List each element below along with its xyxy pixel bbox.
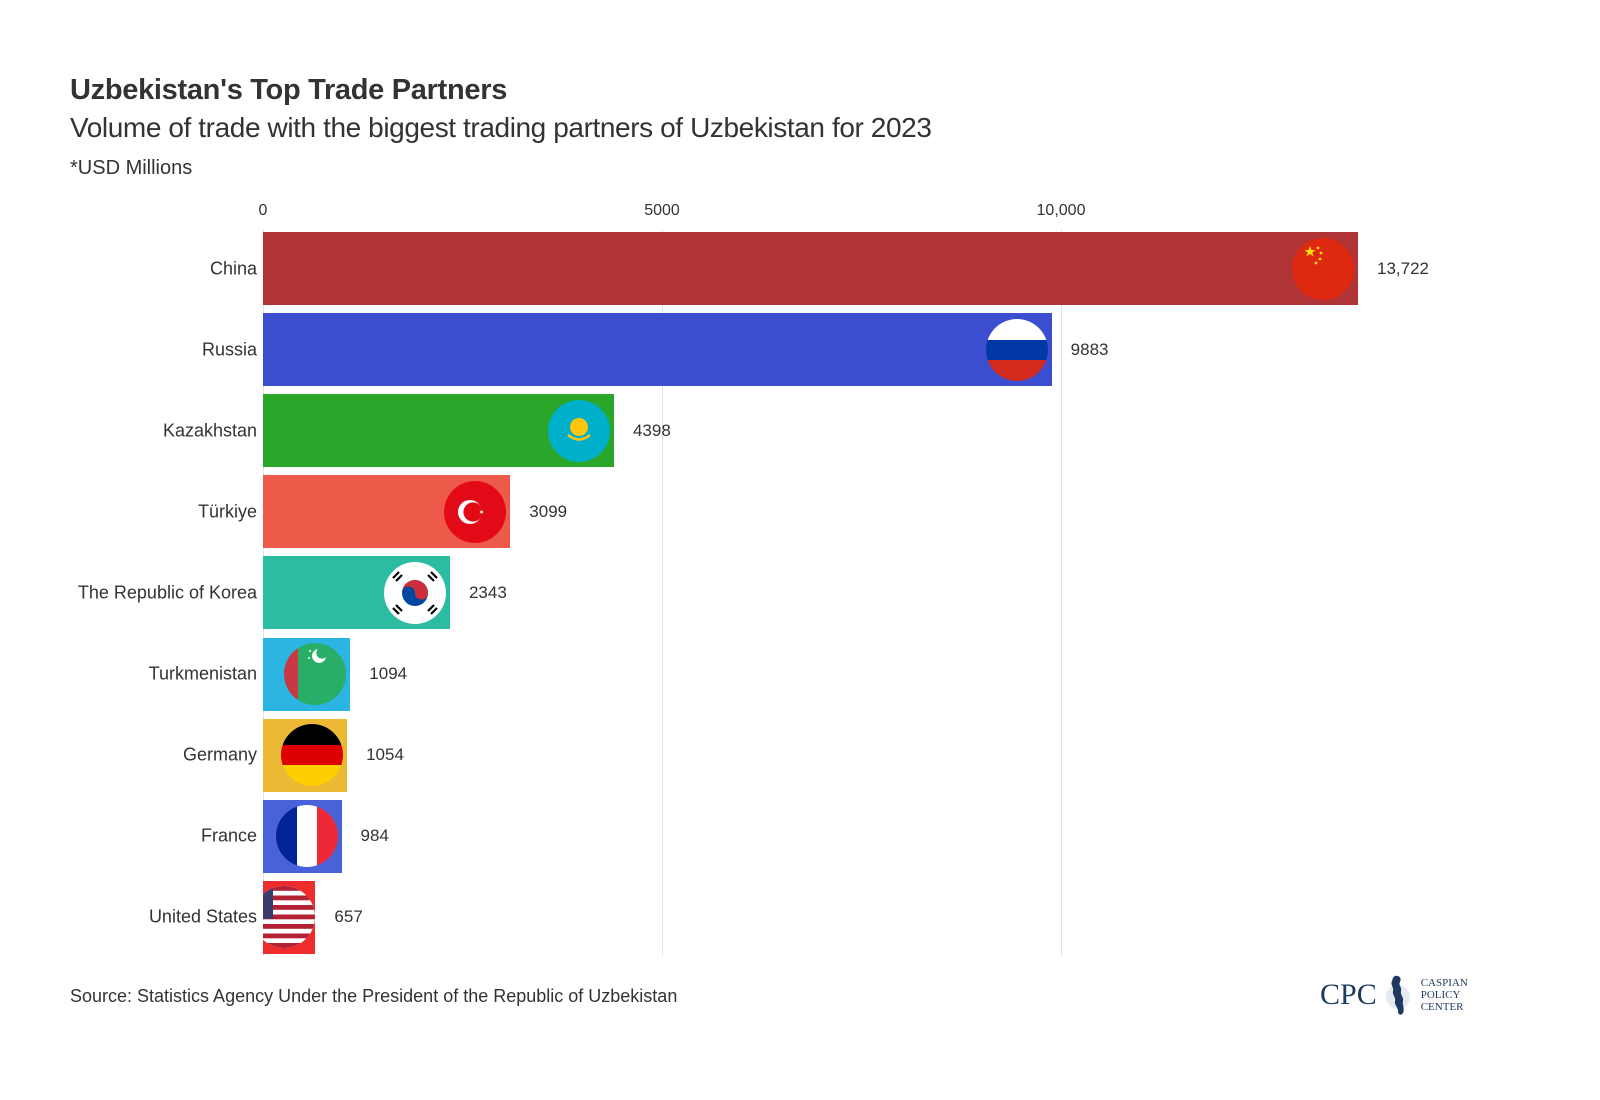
x-tick-label: 10,000: [1036, 202, 1086, 219]
bar: [263, 799, 342, 873]
russia-flag-icon: [985, 318, 1048, 381]
category-label: Germany: [182, 744, 257, 765]
bar: [263, 880, 316, 954]
value-label: 1094: [369, 664, 408, 683]
value-label: 4398: [632, 420, 671, 440]
value-label: 984: [360, 826, 389, 846]
category-label: Kazakhstan: [162, 420, 257, 441]
bar: [263, 232, 1359, 305]
bar: [263, 718, 348, 792]
logo-abbr: CPC: [1320, 978, 1377, 1011]
category-label: China: [209, 258, 257, 278]
germany-flag-icon: [281, 724, 344, 787]
value-label: 3099: [529, 501, 568, 521]
bar: [263, 475, 511, 549]
x-tick-label: 5000: [644, 202, 680, 219]
category-label: Turkmenistan: [148, 663, 257, 684]
x-tick-label: 0: [258, 202, 268, 219]
category-label: France: [200, 825, 257, 846]
chart-title: Uzbekistan's Top Trade Partners: [70, 74, 508, 106]
france-flag-icon: [275, 805, 338, 868]
china-flag-icon: [1292, 237, 1355, 300]
value-label: 9883: [1070, 339, 1109, 359]
gridline: [662, 230, 663, 956]
logo-text: CASPIAN POLICY CENTER: [1420, 977, 1468, 1013]
category-label: The Republic of Korea: [77, 582, 257, 603]
gridline: [1061, 230, 1062, 956]
value-label: 13,722: [1377, 258, 1430, 278]
korea-flag-icon: [383, 561, 446, 624]
usa-flag-icon: [263, 886, 315, 949]
category-label: Türkiye: [197, 501, 257, 522]
bar: [263, 556, 450, 630]
caspian-sea-icon: [1385, 975, 1410, 1015]
kazakhstan-flag-icon: [547, 399, 610, 462]
bar: [263, 313, 1052, 387]
category-label: United States: [148, 906, 257, 927]
turkmenistan-flag-icon: [284, 643, 347, 705]
source-note: Source: Statistics Agency Under the Pres…: [70, 986, 678, 1006]
turkiye-flag-icon: [444, 480, 507, 543]
cpc-logo: CPC CASPIAN POLICY CENTER: [1320, 970, 1468, 1020]
category-label: Russia: [201, 339, 257, 360]
bar: [263, 637, 351, 711]
value-label: 657: [334, 907, 363, 927]
bar: [263, 394, 614, 468]
value-label: 1054: [366, 745, 404, 765]
value-label: 2343: [468, 582, 507, 602]
unit-note: *USD Millions: [70, 157, 193, 179]
chart-subtitle: Volume of trade with the biggest trading…: [70, 112, 932, 143]
